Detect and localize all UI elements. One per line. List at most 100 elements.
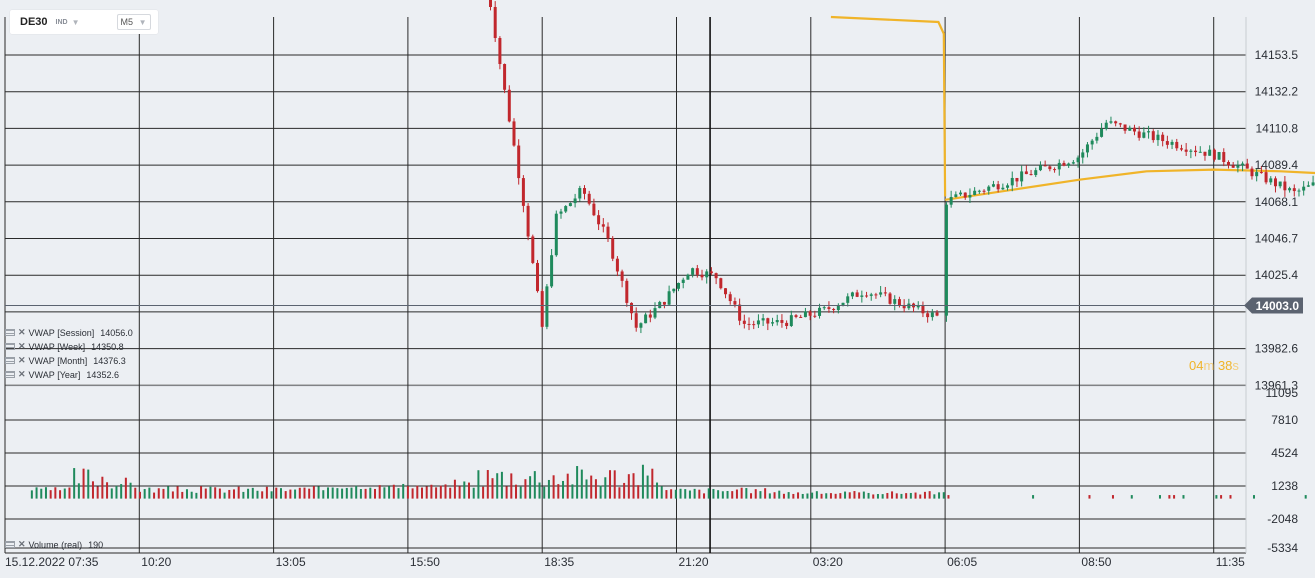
timeframe-value: M5	[120, 17, 134, 27]
volume-bar	[750, 493, 753, 499]
candle-body	[1100, 128, 1104, 137]
timeframe-selector[interactable]: M5 ▼	[116, 14, 151, 30]
volume-bar	[87, 469, 90, 499]
legend-value: 14376.3	[93, 355, 126, 366]
volume-bar	[933, 494, 936, 499]
volume-bars	[30, 464, 1307, 499]
volume-bar	[900, 493, 903, 499]
price-tick-label: 13982.6	[1255, 342, 1299, 356]
price-tick-label: 14046.7	[1255, 232, 1299, 246]
volume-bar	[491, 478, 494, 499]
legend-volume[interactable]: ✕ Volume (real) 190	[5, 539, 103, 550]
volume-bar	[110, 488, 113, 499]
timer-minutes: 04	[1189, 358, 1204, 373]
candle-body	[1297, 190, 1301, 192]
volume-bar	[782, 493, 785, 499]
candle-body	[1020, 171, 1024, 182]
candle-body	[719, 278, 723, 289]
volume-bar	[599, 485, 602, 499]
close-icon[interactable]: ✕	[18, 327, 26, 337]
candle-body	[531, 236, 535, 263]
candle-body	[761, 318, 765, 321]
candle-body	[1048, 166, 1052, 170]
volume-bar	[143, 489, 146, 499]
candle-body	[756, 320, 760, 325]
candle-body	[700, 274, 704, 278]
candle-body	[503, 64, 507, 90]
volume-bar	[891, 491, 894, 499]
price-tick-label: 14089.4	[1255, 158, 1299, 172]
volume-bar	[148, 487, 151, 499]
volume-bar	[30, 490, 33, 499]
legend-vwap-month[interactable]: ✕ VWAP [Month] 14376.3	[5, 355, 126, 366]
volume-bar	[693, 488, 696, 499]
volume-bar	[923, 491, 926, 499]
volume-bar	[167, 486, 170, 499]
price-tick-label: 14068.1	[1255, 195, 1299, 209]
legend-vwap-year[interactable]: ✕ VWAP [Year] 14352.6	[5, 369, 119, 380]
volume-bar	[345, 487, 348, 499]
timer-seconds-unit: s	[1232, 358, 1239, 373]
volume-bar	[369, 487, 372, 499]
time-tick-label: 13:05	[276, 555, 306, 569]
close-icon[interactable]: ✕	[18, 369, 26, 379]
candle-body	[808, 311, 812, 316]
candle-body	[879, 292, 883, 295]
candle-body	[1071, 162, 1075, 164]
candle-body	[564, 206, 568, 212]
volume-bar	[378, 485, 381, 499]
volume-bar	[778, 490, 781, 499]
volume-bar	[228, 489, 231, 499]
close-icon[interactable]: ✕	[18, 539, 26, 549]
candle-body	[963, 192, 967, 198]
indicator-settings-icon[interactable]	[5, 343, 15, 350]
indicator-settings-icon[interactable]	[5, 371, 15, 378]
candle-body	[1302, 186, 1306, 191]
volume-bar	[59, 490, 62, 499]
volume-bar	[1111, 495, 1114, 499]
candle-body	[766, 318, 770, 324]
volume-bar	[594, 479, 597, 499]
legend-vwap-session[interactable]: ✕ VWAP [Session] 14056.0	[5, 327, 133, 338]
candle-body	[874, 294, 878, 296]
volume-bar	[505, 486, 508, 499]
candle-body	[1231, 165, 1235, 168]
candle-body	[662, 301, 666, 305]
volume-bar	[373, 488, 376, 499]
candle-body	[1006, 185, 1010, 188]
candle-body	[771, 322, 775, 324]
candle-body	[691, 268, 695, 275]
volume-bar	[214, 487, 217, 499]
candle-body	[611, 238, 615, 259]
volume-bar	[91, 481, 94, 499]
candle-body	[1288, 188, 1292, 191]
candle-body	[747, 323, 751, 325]
candle-body	[742, 320, 746, 324]
legend-name: VWAP	[28, 355, 55, 366]
candle-body	[639, 323, 643, 328]
indicator-settings-icon[interactable]	[5, 329, 15, 336]
candle-body	[954, 194, 958, 197]
symbol-selector[interactable]: DE30 IND ▼ M5 ▼	[10, 10, 158, 34]
volume-bar	[486, 470, 489, 499]
candle-body	[973, 190, 977, 195]
volume-bar	[482, 486, 485, 499]
candle-body	[813, 315, 817, 317]
time-tick-label: 08:50	[1081, 555, 1111, 569]
indicator-settings-icon[interactable]	[5, 541, 15, 548]
volume-bar	[848, 492, 851, 499]
candle-body	[1198, 151, 1202, 153]
candle-body	[1170, 141, 1174, 145]
indicator-settings-icon[interactable]	[5, 357, 15, 364]
candle-body	[780, 320, 784, 323]
time-tick-label: 03:20	[813, 555, 843, 569]
legend-vwap-week[interactable]: ✕ VWAP [Week] 14350.8	[5, 341, 124, 352]
candle-body	[1161, 134, 1165, 142]
chevron-down-icon[interactable]: ▼	[71, 17, 80, 27]
candle-body	[1165, 141, 1169, 145]
candle-body	[1147, 131, 1151, 133]
close-icon[interactable]: ✕	[18, 355, 26, 365]
close-icon[interactable]: ✕	[18, 341, 26, 351]
price-tick-label: 14153.5	[1255, 48, 1299, 62]
